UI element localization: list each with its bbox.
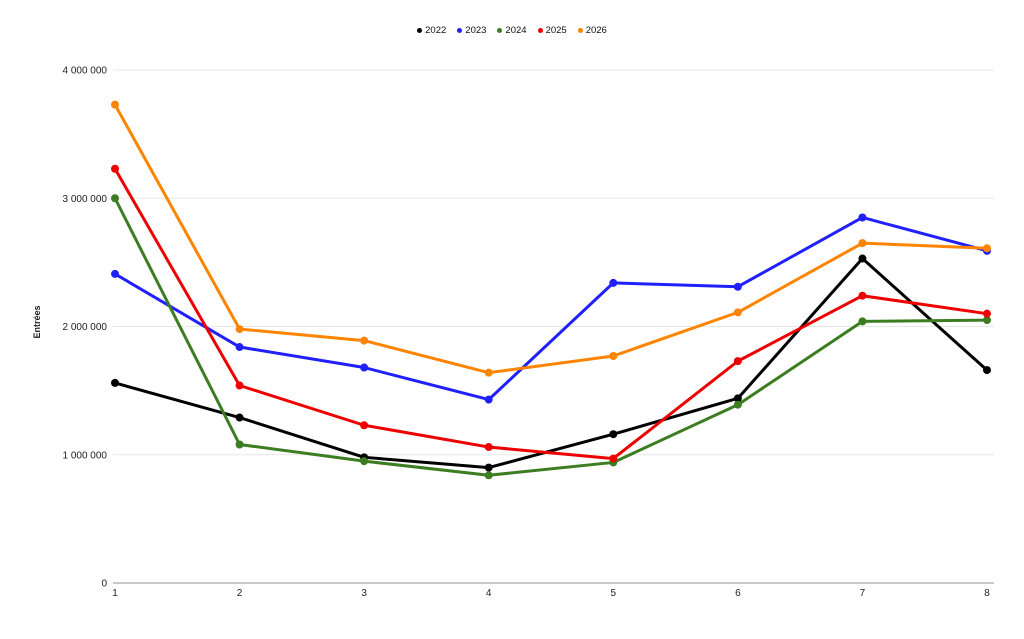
data-point-2022-2 [235, 413, 244, 422]
y-tick-label: 1 000 000 [63, 450, 108, 461]
data-point-2026-7 [858, 239, 867, 248]
data-point-2023-1 [111, 269, 119, 278]
data-point-2022-5 [609, 430, 618, 439]
series-line-2025 [113, 167, 989, 461]
series-line-2026 [113, 103, 989, 375]
x-tick-label: 2 [237, 588, 243, 599]
legend-item-2024: 2024 [497, 25, 527, 36]
data-point-2023-7 [858, 213, 867, 222]
data-point-2024-2 [235, 440, 244, 449]
x-tick-label: 4 [486, 588, 492, 599]
data-point-2026-8 [983, 244, 991, 253]
legend-item-2023: 2023 [457, 25, 486, 36]
y-tick-label: 3 000 000 [63, 194, 108, 205]
data-point-2025-2 [235, 381, 244, 390]
data-point-2022-7 [858, 254, 867, 263]
data-point-2025-1 [111, 164, 119, 173]
data-point-2024-1 [111, 194, 119, 203]
data-point-2024-4 [484, 471, 493, 480]
legend-label-2025: 2025 [545, 25, 567, 36]
data-point-2026-4 [484, 368, 493, 377]
x-tick-label: 6 [735, 588, 741, 599]
data-point-2024-3 [360, 457, 369, 466]
y-tick-label: 4 000 000 [63, 66, 108, 77]
data-point-2025-8 [983, 309, 991, 318]
x-tick-label: 7 [860, 588, 866, 599]
x-tick-label: 5 [611, 588, 617, 599]
legend-swatch-2023 [457, 28, 463, 33]
series-line-2024 [113, 196, 989, 477]
series-line-2022 [113, 257, 989, 470]
y-axis-title: Entrées [32, 305, 42, 339]
data-point-2026-3 [360, 336, 369, 345]
legend-label-2024: 2024 [505, 25, 527, 36]
legend-swatch-2022 [417, 28, 423, 33]
data-point-2026-5 [609, 351, 618, 360]
legend-swatch-2024 [497, 28, 503, 33]
chart-legend: 2022 2023 2024 2025 2026 [0, 25, 1024, 36]
data-point-2026-1 [111, 100, 119, 109]
legend-label-2022: 2022 [425, 25, 447, 36]
data-point-2026-2 [235, 325, 244, 334]
data-point-2022-6 [733, 394, 742, 403]
data-point-2025-5 [609, 454, 618, 463]
data-point-2025-6 [733, 357, 742, 366]
data-point-2026-6 [733, 308, 742, 317]
legend-swatch-2025 [537, 28, 543, 33]
data-point-2025-7 [858, 291, 867, 300]
legend-label-2023: 2023 [465, 25, 487, 36]
data-point-2022-4 [484, 463, 493, 472]
legend-item-2022: 2022 [417, 25, 446, 36]
data-point-2024-6 [733, 400, 742, 409]
data-point-2025-3 [360, 421, 369, 430]
legend-item-2026: 2026 [577, 25, 607, 36]
data-point-2023-6 [733, 282, 742, 291]
data-point-2023-4 [484, 395, 493, 404]
data-point-2024-7 [858, 317, 867, 326]
data-point-2025-4 [484, 443, 493, 452]
data-point-2024-8 [983, 316, 991, 325]
legend-swatch-2026 [577, 28, 583, 33]
x-tick-label: 1 [112, 588, 118, 599]
x-tick-label: 3 [361, 588, 367, 599]
y-tick-label: 0 [101, 579, 107, 590]
data-point-2022-8 [983, 366, 991, 375]
x-tick-label: 8 [984, 588, 990, 599]
data-point-2022-1 [111, 378, 119, 387]
series-line-2023 [113, 215, 989, 402]
legend-label-2026: 2026 [585, 25, 607, 36]
data-point-2023-2 [235, 343, 244, 352]
y-tick-label: 2 000 000 [63, 322, 108, 333]
data-point-2023-5 [609, 278, 618, 287]
data-point-2023-3 [360, 363, 369, 372]
legend-item-2025: 2025 [537, 25, 567, 36]
